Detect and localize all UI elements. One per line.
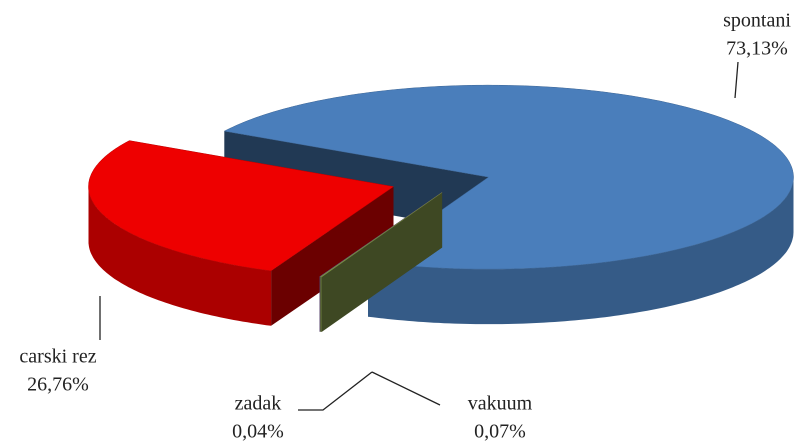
slice-wall xyxy=(88,186,272,326)
value-label: 26,76% xyxy=(27,374,89,396)
value-label: 0,04% xyxy=(232,421,284,443)
pie-slice xyxy=(319,192,443,278)
pie-slice xyxy=(88,140,395,272)
slice-wall xyxy=(368,177,794,325)
leader-line xyxy=(734,61,739,99)
category-label: vakuum xyxy=(468,393,533,415)
value-label: 73,13% xyxy=(726,38,788,60)
leader-line xyxy=(298,371,373,411)
category-label: carski rez xyxy=(19,346,96,368)
slice-side xyxy=(320,192,443,332)
slice-wall xyxy=(320,276,322,332)
slice-wall xyxy=(319,276,321,332)
category-label: zadak xyxy=(235,393,282,415)
leader-line xyxy=(371,371,441,406)
category-label: spontani xyxy=(723,10,791,32)
pie-slice xyxy=(223,84,794,270)
value-label: 0,07% xyxy=(474,421,526,443)
